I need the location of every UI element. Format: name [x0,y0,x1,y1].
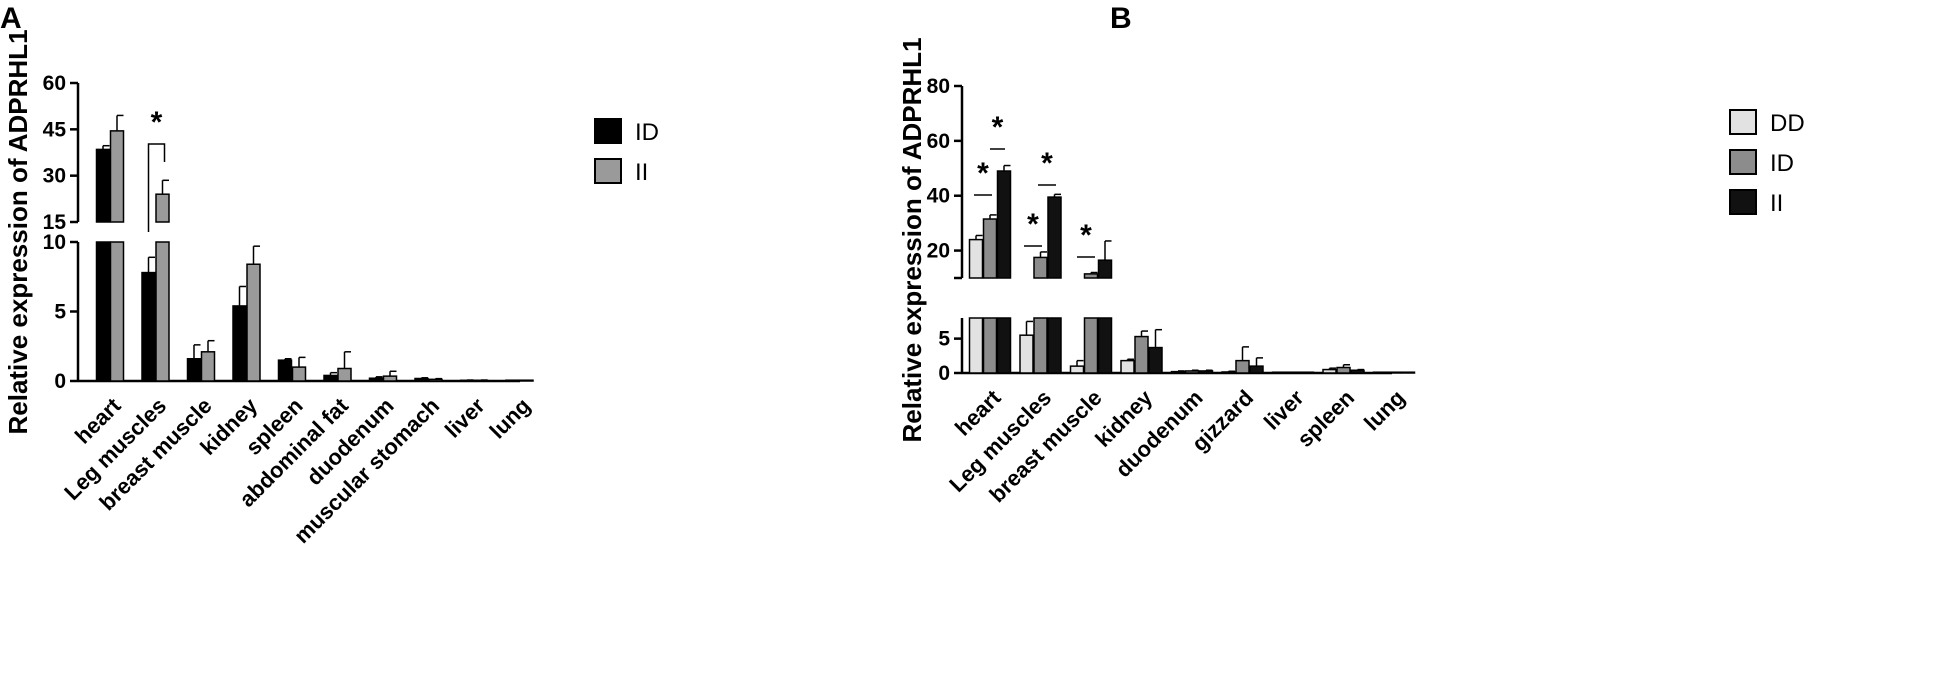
bar-ii-muscular-stomach [428,378,443,382]
bar-id-breast-muscle [1083,273,1099,279]
legend-swatch-ii [594,158,622,184]
bar-dd-duodenum [1170,370,1186,374]
y-tick-label: 45 [43,118,67,141]
bar-dd-heart [968,317,984,374]
bar-ii-duodenum [1198,370,1214,374]
bar-dd-gizzard [1221,371,1236,374]
panel-letter-a: A [0,2,22,35]
legend-label-id: ID [635,119,659,146]
bar-id-kidney [1134,335,1149,374]
bar-ii-breast-muscle [1097,317,1113,374]
bar-id-duodenum [368,377,384,382]
y-tick-label: 5 [938,328,950,351]
x-tick-label: lung [485,393,536,444]
y-tick-label: 60 [43,72,66,95]
bar-dd-heart [968,238,984,279]
bar-ii-heart [109,130,125,223]
bar-ii-gizzard [1249,365,1264,374]
significance-star: * [1041,147,1053,180]
bar-ii-leg-muscles [1047,196,1062,279]
bar-id-heart [95,241,111,382]
significance-bracket [147,143,166,232]
legend-label-ii: II [635,159,648,186]
y-tick-label: 80 [927,75,950,98]
significance-star: * [1027,208,1039,241]
bar-id-leg-muscles [141,271,156,382]
bar-ii-heart [996,317,1012,374]
significance-star: * [151,106,163,139]
legend-label-dd: DD [1770,110,1805,137]
y-tick-label: 15 [43,211,67,234]
bar-dd-breast-muscle [1069,365,1085,374]
significance-star: * [977,157,989,190]
bar-id-kidney [232,305,247,382]
bar-id-heart [982,317,998,374]
bar-ii-leg-muscles [155,241,170,382]
legend-label-ii: II [1770,190,1783,217]
bar-dd-spleen [1322,368,1337,374]
significance-star: * [992,111,1004,144]
x-tick-label: spleen [1292,385,1359,452]
bar-ii-kidney [246,263,261,382]
y-tick-label: 10 [43,231,66,254]
y-tick-label: 0 [54,370,66,393]
legend-swatch-ii [1729,189,1757,215]
bar-ii-heart [109,241,125,382]
bar-ii-heart [996,170,1012,279]
x-tick-label: lung [1359,385,1410,436]
bar-ii-spleen [291,366,307,382]
panel-letter-b: B [1110,2,1132,35]
bar-ii-spleen [1350,369,1365,374]
bar-id-leg-muscles [1033,317,1048,374]
bar-dd-leg-muscles [1019,334,1034,374]
legend-swatch-id [1729,149,1757,175]
bar-ii-abdominal-fat [337,367,352,382]
y-tick-label: 20 [927,240,950,263]
bar-ii-breast-muscle [200,351,216,382]
legend-swatch-dd [1729,109,1757,135]
y-axis-label: Relative expression of ADPRHL1 [3,29,33,434]
y-tick-label: 0 [938,362,950,385]
bar-id-spleen [277,359,293,382]
bar-ii-kidney [1148,346,1163,374]
bar-id-duodenum [1184,370,1200,374]
legend-swatch-id [594,118,622,144]
bar-id-leg-muscles [1033,256,1048,279]
bar-ii-duodenum [382,375,398,382]
bar-id-gizzard [1235,359,1250,374]
y-axis-label: Relative expression of ADPRHL1 [897,37,927,442]
bar-id-breast-muscle [186,358,202,382]
y-tick-label: 40 [927,185,950,208]
bar-id-muscular-stomach [414,377,429,382]
bar-ii-leg-muscles [155,193,170,223]
bar-id-heart [982,218,998,279]
bar-dd-kidney [1120,359,1135,374]
bar-id-abdominal-fat [323,374,338,382]
bar-ii-leg-muscles [1047,317,1062,374]
bar-id-heart [95,148,111,223]
significance-star: * [1080,219,1092,252]
y-tick-label: 30 [43,165,66,188]
bar-id-breast-muscle [1083,317,1099,374]
legend-label-id: ID [1770,150,1794,177]
y-tick-label: 5 [54,301,66,324]
y-tick-label: 60 [927,130,950,153]
bar-ii-breast-muscle [1097,259,1113,279]
x-tick-label: liver [440,393,490,443]
bar-id-spleen [1336,366,1351,374]
